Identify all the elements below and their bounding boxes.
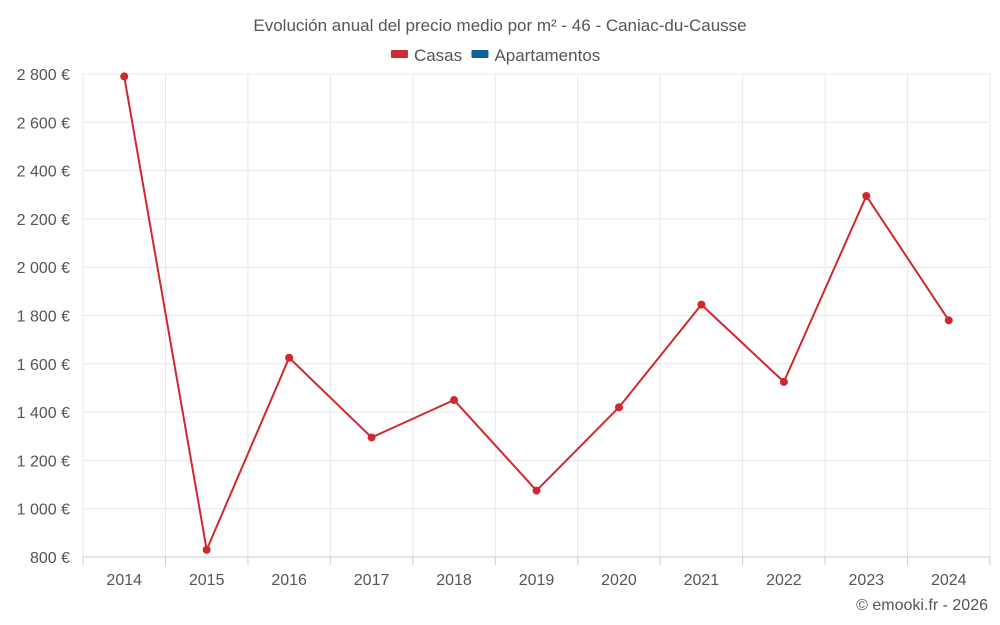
data-point[interactable] (367, 433, 376, 442)
x-tick-label: 2020 (601, 572, 637, 589)
y-tick-label: 1 000 € (17, 502, 70, 519)
x-tick-label: 2024 (931, 572, 967, 589)
data-point[interactable] (614, 403, 623, 412)
data-point[interactable] (697, 300, 706, 309)
y-tick-label: 2 000 € (17, 260, 70, 277)
y-tick-label: 2 200 € (17, 212, 70, 229)
y-tick-label: 800 € (30, 550, 70, 567)
y-tick-label: 1 800 € (17, 309, 70, 326)
x-tick-label: 2023 (849, 572, 885, 589)
data-point[interactable] (862, 191, 871, 200)
legend-swatch (390, 50, 408, 58)
legend-label: Casas (414, 46, 462, 65)
data-point[interactable] (285, 353, 294, 362)
y-tick-label: 1 600 € (17, 357, 70, 374)
x-tick-label: 2019 (519, 572, 555, 589)
legend-item-casas[interactable]: Casas (390, 46, 462, 65)
y-tick-label: 2 800 € (17, 67, 70, 84)
x-axis: 2014 2015 2016 2017 2018 2019 2020 2021 2022 2023… (82, 556, 991, 589)
legend-swatch (471, 50, 489, 58)
x-tick-label: 2022 (766, 572, 802, 589)
plot-area (120, 72, 953, 554)
x-tick-label: 2014 (106, 572, 142, 589)
data-point[interactable] (532, 486, 541, 495)
legend-item-apartamentos[interactable]: Apartamentos (471, 46, 600, 65)
legend-label: Apartamentos (494, 46, 600, 65)
chart-title: Evolución anual del precio medio por m² … (253, 16, 746, 35)
y-tick-label: 2 400 € (17, 164, 70, 181)
grid (82, 73, 991, 558)
data-point[interactable] (202, 545, 211, 554)
data-point[interactable] (450, 396, 459, 405)
x-tick-label: 2016 (271, 572, 307, 589)
x-tick-label: 2021 (684, 572, 720, 589)
x-tick-label: 2017 (354, 572, 390, 589)
legend: Casas Apartamentos (390, 46, 600, 65)
y-tick-label: 1 200 € (17, 453, 70, 470)
x-tick-label: 2018 (436, 572, 472, 589)
y-tick-label: 2 600 € (17, 115, 70, 132)
y-axis: 800 € 1 000 € 1 200 € 1 400 € 1 600 € 1 800 €… (17, 67, 70, 567)
x-tick-label: 2015 (189, 572, 225, 589)
y-tick-label: 1 400 € (17, 405, 70, 422)
data-point[interactable] (120, 72, 129, 81)
data-point[interactable] (779, 377, 788, 386)
data-point[interactable] (944, 316, 953, 325)
credit: © emooki.fr - 2026 (856, 597, 988, 614)
